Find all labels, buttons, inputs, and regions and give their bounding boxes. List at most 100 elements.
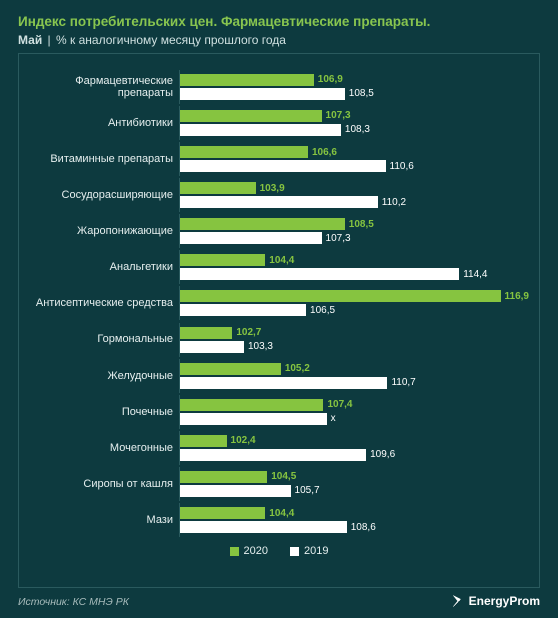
- bar-group: 107,4 х: [179, 395, 529, 429]
- bar-value-label: 103,9: [260, 183, 285, 194]
- chart-rows: Фармацевтические препараты 106,9 108,5 Анти…: [29, 70, 529, 537]
- bar-group: 102,4 109,6: [179, 431, 529, 465]
- bar-series-2019: 105,7: [180, 485, 529, 497]
- bar-value-label: х: [331, 413, 336, 424]
- subtitle-text: % к аналогичному месяцу прошлого года: [56, 33, 286, 47]
- brand-arrow-icon: [453, 595, 465, 607]
- bar-value-label: 102,4: [231, 435, 256, 446]
- chart-row: Желудочные105,2110,7: [29, 359, 529, 393]
- bar-value-label: 106,5: [310, 305, 335, 316]
- bar-value-label: 110,7: [391, 377, 415, 388]
- category-label: Жаропонижающие: [29, 225, 179, 237]
- chart-row: Фармацевтические препараты 106,9 108,5: [29, 70, 529, 104]
- bar: [180, 471, 267, 483]
- bar: [180, 146, 308, 158]
- bar: [180, 341, 244, 353]
- chart-plot-area: Фармацевтические препараты 106,9 108,5 Анти…: [18, 53, 540, 588]
- bar: [180, 521, 347, 533]
- bar: [180, 218, 345, 230]
- bar-series-2019: 107,3: [180, 232, 529, 244]
- bar: [180, 327, 232, 339]
- bar: [180, 182, 256, 194]
- bar: [180, 196, 378, 208]
- bar-group: 105,2110,7: [179, 359, 529, 393]
- bar: [180, 290, 501, 302]
- bar-series-2019: 110,2: [180, 196, 529, 208]
- bar-value-label: 106,9: [318, 74, 343, 85]
- bar-value-label: 108,6: [351, 522, 376, 533]
- chart-row: Сиропы от кашля104,5105,7: [29, 467, 529, 501]
- bar: [180, 399, 323, 411]
- bar-value-label: 107,3: [326, 233, 351, 244]
- category-label: Мази: [29, 514, 179, 526]
- bar-series-2020: 104,4: [180, 507, 529, 519]
- bar: [180, 485, 291, 497]
- bar: [180, 160, 386, 172]
- source-text: Источник: КС МНЭ РК: [18, 596, 129, 608]
- bar-value-label: 108,5: [349, 88, 374, 99]
- category-label: Мочегонные: [29, 442, 179, 454]
- bar-series-2020: 103,9: [180, 182, 529, 194]
- bar-group: 103,9 110,2: [179, 178, 529, 212]
- bar-series-2020: 116,9: [180, 290, 529, 302]
- bar-series-2019: 110,7: [180, 377, 529, 389]
- bar: [180, 110, 322, 122]
- bar-group: 106,6110,6: [179, 142, 529, 176]
- bar-value-label: 104,4: [269, 508, 294, 519]
- legend-item-2019: 2019: [290, 545, 328, 557]
- bar: [180, 413, 327, 425]
- chart-row: Анальгетики104,4 114,4: [29, 250, 529, 284]
- bar-series-2019: 108,6: [180, 521, 529, 533]
- bar-group: 104,4 114,4: [179, 250, 529, 284]
- category-label: Почечные: [29, 406, 179, 418]
- bar-value-label: 109,6: [370, 449, 395, 460]
- legend-label: 2019: [304, 545, 328, 557]
- category-label: Витаминные препараты: [29, 153, 179, 165]
- bar-group: 106,9 108,5: [179, 70, 529, 104]
- bar: [180, 435, 227, 447]
- bar: [180, 254, 265, 266]
- chart-row: Мази 104,4 108,6: [29, 503, 529, 537]
- category-label: Сиропы от кашля: [29, 478, 179, 490]
- category-label: Сосудорасширяющие: [29, 189, 179, 201]
- category-label: Антибиотики: [29, 117, 179, 129]
- bar-value-label: 107,3: [326, 110, 351, 121]
- bar: [180, 268, 459, 280]
- bar-group: 104,5105,7: [179, 467, 529, 501]
- bar-value-label: 116,9: [505, 291, 529, 302]
- brand-logo: EnergyProm: [453, 594, 540, 608]
- bar: [180, 304, 306, 316]
- bar-series-2019: х: [180, 413, 529, 425]
- bar-series-2020: 107,3: [180, 110, 529, 122]
- bar: [180, 74, 314, 86]
- bar-series-2019: 110,6: [180, 160, 529, 172]
- bar-group: 102,7103,3: [179, 323, 529, 357]
- bar-value-label: 107,4: [327, 399, 352, 410]
- category-label: Антисептические средства: [29, 297, 179, 309]
- bar: [180, 363, 281, 375]
- legend-label: 2020: [244, 545, 268, 557]
- chart-footer: Источник: КС МНЭ РК EnergyProm: [18, 594, 540, 608]
- category-label: Гормональные: [29, 333, 179, 345]
- bar-series-2019: 108,3: [180, 124, 529, 136]
- chart-row: Сосудорасширяющие 103,9 110,2: [29, 178, 529, 212]
- category-label: Фармацевтические препараты: [29, 75, 179, 99]
- chart-title: Индекс потребительских цен. Фармацевтиче…: [18, 14, 540, 31]
- bar-value-label: 114,4: [463, 269, 487, 280]
- bar-series-2019: 114,4: [180, 268, 529, 280]
- legend-swatch-icon: [290, 547, 299, 556]
- bar-value-label: 110,2: [382, 197, 406, 208]
- bar: [180, 449, 366, 461]
- bar-value-label: 102,7: [236, 327, 261, 338]
- bar-group: 107,3 108,3: [179, 106, 529, 140]
- legend-swatch-icon: [230, 547, 239, 556]
- bar-series-2020: 108,5: [180, 218, 529, 230]
- subtitle-sep: |: [48, 33, 51, 47]
- category-label: Анальгетики: [29, 261, 179, 273]
- chart-header: Индекс потребительских цен. Фармацевтиче…: [18, 14, 540, 47]
- chart-row: Почечные 107,4 х: [29, 395, 529, 429]
- bar-series-2020: 104,4: [180, 254, 529, 266]
- bar: [180, 507, 265, 519]
- bar-group: 116,9 106,5: [179, 286, 529, 320]
- bar-value-label: 108,3: [345, 124, 370, 135]
